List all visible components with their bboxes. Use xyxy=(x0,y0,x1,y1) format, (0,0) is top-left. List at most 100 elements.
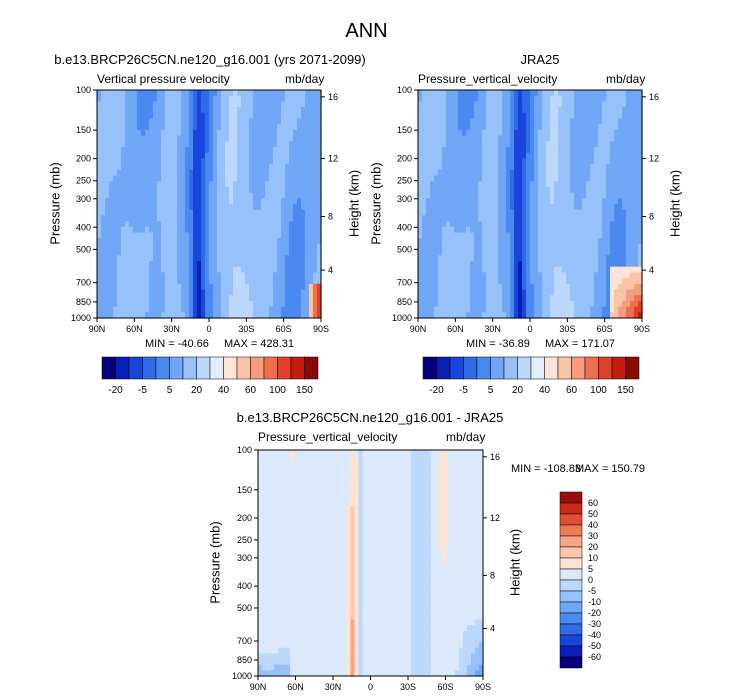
panel-model-field-cell xyxy=(233,266,238,273)
panel-obs-field-cell xyxy=(606,221,611,228)
panel-model-field-cell xyxy=(269,266,274,273)
panel-diff-field-cell xyxy=(430,455,436,462)
panel-diff-field-cell xyxy=(474,478,480,485)
panel-obs-field-cell xyxy=(534,90,539,97)
panel-obs-field-cell xyxy=(422,209,427,216)
panel-obs-field-cell xyxy=(474,107,479,114)
panel-model-field-cell xyxy=(301,289,306,296)
panel-model-field-cell xyxy=(281,135,286,142)
panel-model-field-cell xyxy=(229,118,234,125)
panel-model-field-cell xyxy=(201,147,206,154)
panel-diff-field-cell xyxy=(410,450,416,457)
panel-model-field-cell xyxy=(157,141,162,148)
panel-model-field-cell xyxy=(205,306,210,313)
panel-model-field-cell xyxy=(289,135,294,142)
panel-obs-field-cell xyxy=(466,135,471,142)
panel-model-field-cell xyxy=(125,221,130,228)
panel-obs-field-cell xyxy=(626,249,631,256)
panel-model-field-cell xyxy=(129,278,134,285)
panel-model-field-cell xyxy=(137,209,142,216)
panel-model-field-cell xyxy=(117,147,122,154)
panel-model-field-cell xyxy=(133,186,138,194)
panel-obs-field-cell xyxy=(534,261,539,268)
panel-model-field-cell xyxy=(265,238,270,245)
panel-model-field-cell xyxy=(185,135,190,142)
panel-obs-field-cell xyxy=(634,249,639,256)
panel-obs-field-cell xyxy=(618,238,623,245)
panel-model-field-cell xyxy=(145,169,150,177)
panel-model-field-cell xyxy=(173,255,178,262)
panel-obs-field-cell xyxy=(598,243,603,251)
panel-diff-field-cell xyxy=(434,478,440,485)
panel-model-field-cell xyxy=(121,175,126,182)
panel-obs-field-cell xyxy=(442,209,447,216)
panel-obs-field-cell xyxy=(486,192,491,199)
panel-obs-field-cell xyxy=(602,300,607,308)
panel-obs-field-cell xyxy=(470,107,475,114)
panel-obs-field-cell xyxy=(622,283,627,291)
panel-obs-field-cell xyxy=(630,101,635,108)
panel-obs-field-cell xyxy=(482,243,487,251)
panel-model-field-cell xyxy=(181,266,186,273)
panel-obs-field-cell xyxy=(554,283,559,291)
panel-model-field-cell xyxy=(213,278,218,285)
panel-obs-field-cell xyxy=(478,249,483,256)
panel-obs-field-cell xyxy=(638,209,643,216)
panel-model-field-cell xyxy=(241,147,246,154)
panel-model-field-cell xyxy=(201,261,206,268)
panel-obs-field-cell xyxy=(462,124,467,131)
panel-model-field-cell xyxy=(105,238,110,245)
panel-obs-field-cell xyxy=(590,238,595,245)
panel-obs-field-cell xyxy=(458,124,463,131)
panel-model-field-cell xyxy=(233,295,238,302)
panel-model-field-cell xyxy=(129,283,134,291)
panel-obs-field-cell xyxy=(470,221,475,228)
panel-model-field-cell xyxy=(297,300,302,308)
panel-model-field-cell xyxy=(233,164,238,171)
panel-obs-field-cell xyxy=(446,243,451,251)
panel-model-field-cell xyxy=(233,124,238,131)
panel-obs-field-cell xyxy=(538,215,543,222)
panel-obs-field-cell xyxy=(622,266,627,273)
panel-diff-field-cell xyxy=(334,472,339,479)
panel-model-field-cell xyxy=(217,147,222,154)
panel-model-field-cell xyxy=(125,232,130,239)
panel-obs-field-cell xyxy=(546,266,551,273)
panel-obs-y-tick-label: 300 xyxy=(397,194,412,204)
panel-model-field-cell xyxy=(233,169,238,177)
panel-obs-field-cell xyxy=(442,90,447,97)
panel-model-field-cell xyxy=(145,198,150,205)
panel-obs-field-cell xyxy=(638,226,643,234)
panel-obs-field-cell xyxy=(526,249,531,256)
panel-obs-field-cell xyxy=(530,175,535,182)
panel-obs-field-cell xyxy=(486,232,491,239)
panel-obs-field-cell xyxy=(530,272,535,279)
panel-obs-field-cell xyxy=(510,209,515,216)
panel-model-field-cell xyxy=(313,129,318,137)
panel-obs-field-cell xyxy=(474,243,479,251)
panel-model-field-cell xyxy=(317,261,322,268)
panel-obs-field-cell xyxy=(482,198,487,205)
panel-obs-field-cell xyxy=(462,107,467,114)
panel-obs-field-cell xyxy=(570,255,575,262)
panel-obs-field-cell xyxy=(558,135,563,142)
panel-obs-field-cell xyxy=(482,295,487,302)
panel-model-field-cell xyxy=(209,300,214,308)
panel-model-field-cell xyxy=(301,249,306,256)
panel-model-field-cell xyxy=(245,249,250,256)
panel-model-field-cell xyxy=(313,226,318,234)
panel-model-field-cell xyxy=(193,255,198,262)
panel-diff-field-cell xyxy=(314,450,319,457)
panel-model-field-cell xyxy=(161,175,166,182)
panel-obs-field-cell xyxy=(522,141,527,148)
panel-obs-y2-tick-label: 12 xyxy=(649,153,659,163)
panel-obs-field-cell xyxy=(478,141,483,148)
panel-obs-field-cell xyxy=(526,221,531,228)
panel-model-field-cell xyxy=(277,226,282,234)
panel-model-field-cell xyxy=(289,169,294,177)
panel-model-field-cell xyxy=(189,101,194,108)
panel-model-field-cell xyxy=(181,112,186,120)
panel-obs-field-cell xyxy=(598,186,603,194)
panel-diff-field-cell xyxy=(278,478,283,485)
panel-obs-field-cell xyxy=(486,141,491,148)
